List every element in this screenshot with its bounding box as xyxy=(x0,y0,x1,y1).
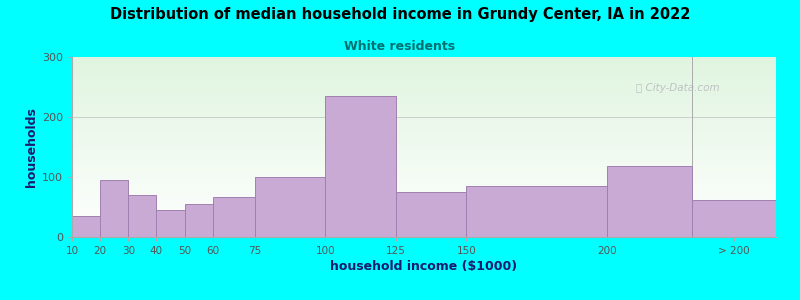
Bar xyxy=(326,96,396,237)
Bar xyxy=(128,195,157,237)
Text: White residents: White residents xyxy=(345,40,455,53)
Bar xyxy=(466,186,607,237)
X-axis label: household income ($1000): household income ($1000) xyxy=(330,260,518,273)
Bar xyxy=(213,197,255,237)
Bar xyxy=(72,216,100,237)
Bar xyxy=(396,192,466,237)
Text: Distribution of median household income in Grundy Center, IA in 2022: Distribution of median household income … xyxy=(110,8,690,22)
Bar xyxy=(185,204,213,237)
Bar xyxy=(691,200,776,237)
Y-axis label: households: households xyxy=(25,107,38,187)
Text: ⓘ City-Data.com: ⓘ City-Data.com xyxy=(636,82,719,93)
Bar xyxy=(607,166,691,237)
Bar xyxy=(255,177,326,237)
Bar xyxy=(157,210,185,237)
Bar xyxy=(100,180,128,237)
